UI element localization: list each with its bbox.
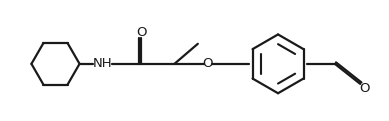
Text: O: O — [203, 57, 213, 70]
Text: O: O — [136, 26, 146, 39]
Text: O: O — [360, 82, 370, 95]
Text: NH: NH — [93, 57, 112, 70]
